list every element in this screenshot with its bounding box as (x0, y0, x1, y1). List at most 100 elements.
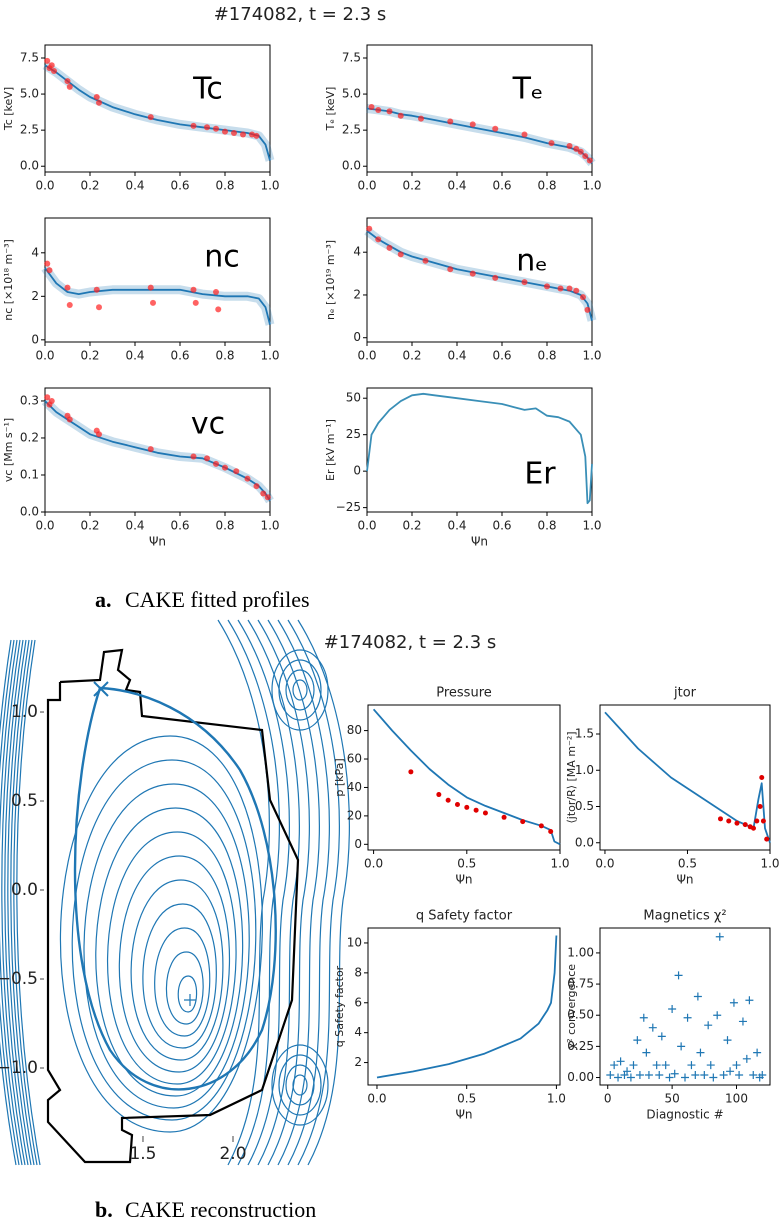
chart: 0.0 0.2 0.4 0.6 0.8 1.0 −25 0 25 50 Er [kV m⁻¹] Ψn E… (324, 387, 602, 549)
data-point (213, 125, 219, 132)
x-axis-label: Ψn (471, 535, 488, 549)
data-point (240, 131, 246, 138)
data-point (742, 822, 748, 828)
y-tick-label: 1.00 (567, 945, 594, 959)
x-tick-label: 1.0 (260, 519, 279, 533)
x-axis-label: Ψn (455, 873, 472, 887)
y-axis-label: nₑ [×10¹⁹ m⁻³] (324, 240, 337, 320)
y-axis-label: Er [kV m⁻¹] (324, 419, 337, 481)
fit-line (44, 267, 271, 325)
data-point (375, 106, 382, 113)
y-tick-label: 0.0 (20, 505, 39, 519)
data-point (213, 288, 219, 295)
x-tick-label: 1.0 (550, 857, 569, 871)
flux-surface (271, 1044, 329, 1126)
y-tick-label: 0 (353, 464, 361, 478)
data-point (482, 810, 488, 816)
chart: 0.0 0.5 1.0 0.0 0.5 1.0 1.5⟨jtor/R⟩ [MA m⁻²] Ψn… (565, 686, 780, 887)
x-tick-label: 0.0 (357, 519, 376, 533)
chart-title: Magnetics χ² (643, 909, 726, 924)
data-point (264, 494, 271, 501)
flux-surface (227, 619, 280, 1166)
plus-marker (729, 998, 738, 1007)
x-tick-label: 0.8 (537, 519, 556, 533)
y-axis-label: nc [×10¹⁸ m⁻³] (2, 239, 15, 321)
x-tick-label: 0.4 (125, 519, 144, 533)
data-point (51, 67, 57, 74)
flux-surface (83, 783, 250, 1109)
suptitle: #174082, t = 2.3 s (214, 4, 387, 25)
data-point (521, 131, 528, 138)
fit-band (42, 61, 275, 162)
x-axis-label: Diagnostic # (646, 1108, 723, 1122)
x-tick-label: 2.0 (219, 1144, 246, 1164)
data-point (757, 804, 763, 809)
x-tick-label: 0.2 (80, 519, 99, 533)
fit-band (364, 227, 597, 322)
data-point (44, 394, 51, 401)
plus-marker (745, 996, 754, 1005)
x-tick-label: 1.0 (582, 519, 601, 533)
flux-surface (271, 649, 329, 731)
y-tick-label: 0.0 (20, 159, 39, 173)
y-tick-label: −25 (336, 500, 361, 514)
chart: 0.0 0.2 0.4 0.6 0.8 1.0 0.0 2.5 5.0 7.5 Tc [keV] Tc (2, 44, 280, 193)
data-point (717, 816, 723, 822)
flux-surface (1, 639, 26, 1166)
x-tick-label: 0.6 (170, 179, 189, 193)
data-point (66, 302, 73, 309)
x-tick-label: 0.2 (80, 349, 99, 363)
data-point (750, 825, 756, 831)
axes-frame (367, 704, 561, 851)
data-point (492, 125, 499, 132)
x-tick-label: 0.0 (364, 857, 383, 871)
plus-marker (700, 1071, 709, 1080)
y-tick-label: 0.50 (567, 1008, 594, 1022)
data-point (582, 153, 589, 160)
chart: 0.0 0.2 0.4 0.6 0.8 1.0 0 2 4 nₑ [×10¹⁹ m⁻³] nₑ (324, 217, 602, 363)
data-point (253, 132, 260, 139)
plus-marker (626, 1073, 635, 1082)
y-tick-label: 2.5 (20, 123, 39, 137)
data-point (566, 143, 573, 150)
plus-marker (742, 1054, 751, 1063)
x-tick-label: 0.6 (170, 519, 189, 533)
chart: 1.0 0.5 0.0 −0.5 −1.0 1.5 2.0 (0, 702, 247, 1164)
x-tick-label: 0.0 (35, 519, 54, 533)
x-tick-label: 0.4 (447, 519, 466, 533)
plus-marker (687, 1061, 696, 1070)
x-tick-label: 0.2 (402, 179, 421, 193)
flux-surface (130, 879, 224, 1061)
data-point (233, 468, 240, 475)
plus-marker (709, 1073, 718, 1082)
flux-surface (7, 639, 32, 1166)
plus-marker (674, 971, 683, 980)
data-point (520, 819, 526, 825)
data-point (48, 397, 55, 404)
y-tick-label: 5.0 (20, 87, 39, 101)
flux-surface (0, 639, 20, 1166)
suptitle: #174082, t = 2.3 s (324, 632, 497, 653)
data-point (66, 416, 73, 423)
x-point (93, 681, 109, 697)
y-tick-label: 40 (347, 780, 362, 794)
flux-surface (107, 831, 237, 1085)
plus-marker (706, 1061, 715, 1070)
data-point (454, 802, 460, 808)
plus-marker (723, 1036, 732, 1045)
y-axis-label: ⟨jtor/R⟩ [MA m⁻²] (565, 731, 578, 823)
plus-marker (696, 1048, 705, 1057)
flux-surface (95, 807, 244, 1097)
data-point (244, 475, 251, 482)
y-tick-label: 0.25 (567, 1039, 594, 1053)
plus-marker (629, 1061, 638, 1070)
plus-marker (693, 992, 702, 1001)
y-tick-label: 2.5 (342, 123, 361, 137)
data-point (44, 57, 51, 64)
data-point (397, 112, 404, 119)
flux-surface (292, 1074, 308, 1096)
data-point (760, 818, 766, 824)
plus-marker (719, 1071, 728, 1080)
axes-frame (44, 387, 271, 513)
